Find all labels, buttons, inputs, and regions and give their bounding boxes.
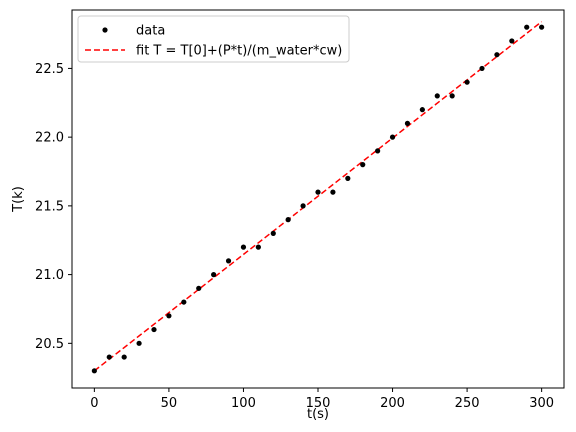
data-point xyxy=(389,134,396,140)
data-point xyxy=(509,38,515,44)
y-axis-label: T(k) xyxy=(11,186,26,213)
data-point xyxy=(121,354,127,360)
legend-box xyxy=(77,15,350,63)
legend-marker-data xyxy=(102,27,108,33)
data-point xyxy=(285,217,291,223)
data-point xyxy=(360,162,366,168)
y-tick-label: 22.5 xyxy=(35,62,64,77)
data-point xyxy=(211,272,217,278)
x-tick-label: 300 xyxy=(529,396,554,411)
data-point xyxy=(539,24,545,30)
plot-layer xyxy=(91,21,545,374)
y-tick-label: 21.0 xyxy=(35,268,64,283)
data-point xyxy=(315,189,321,195)
data-point xyxy=(419,107,425,113)
axes-layer: 0 50 100 150 200 250 300 20.5 21.0 21.5 22.0 22.5 xyxy=(35,9,565,411)
y-tick-label: 21.5 xyxy=(35,199,64,214)
data-point xyxy=(449,93,455,99)
data-point xyxy=(434,93,440,99)
data-point xyxy=(404,120,411,126)
x-tick-label: 150 xyxy=(306,396,331,411)
x-tick-label: 100 xyxy=(231,396,256,411)
data-point xyxy=(270,230,276,236)
data-point xyxy=(136,340,142,346)
data-point xyxy=(166,313,172,319)
x-axis-label: t(s) xyxy=(307,407,329,422)
legend-label-fit: fit T = T[0]+(P*t)/(m_water*cw) xyxy=(136,44,342,59)
data-point xyxy=(181,299,187,305)
x-tick-label: 0 xyxy=(90,396,98,411)
fit-line xyxy=(93,21,543,372)
data-point xyxy=(300,203,306,209)
x-tick-label: 200 xyxy=(380,396,405,411)
data-point xyxy=(91,368,97,374)
y-tick-label: 22.0 xyxy=(35,131,64,146)
data-point xyxy=(106,354,112,360)
data-point xyxy=(196,285,202,291)
data-point xyxy=(524,24,530,30)
legend: data fit T = T[0]+(P*t)/(m_water*cw) xyxy=(77,15,350,63)
data-point xyxy=(479,65,485,72)
data-point xyxy=(494,52,500,58)
x-tick-label: 250 xyxy=(455,396,480,411)
data-point xyxy=(330,189,336,195)
y-tick-label: 20.5 xyxy=(35,337,64,352)
data-point xyxy=(464,79,470,85)
data-point xyxy=(240,244,247,250)
data-point xyxy=(225,258,232,264)
data-point xyxy=(345,175,351,181)
data-point xyxy=(375,148,381,154)
data-point xyxy=(151,326,157,333)
legend-label-data: data xyxy=(136,24,165,39)
x-tick-label: 50 xyxy=(161,396,178,411)
data-point xyxy=(255,244,261,250)
